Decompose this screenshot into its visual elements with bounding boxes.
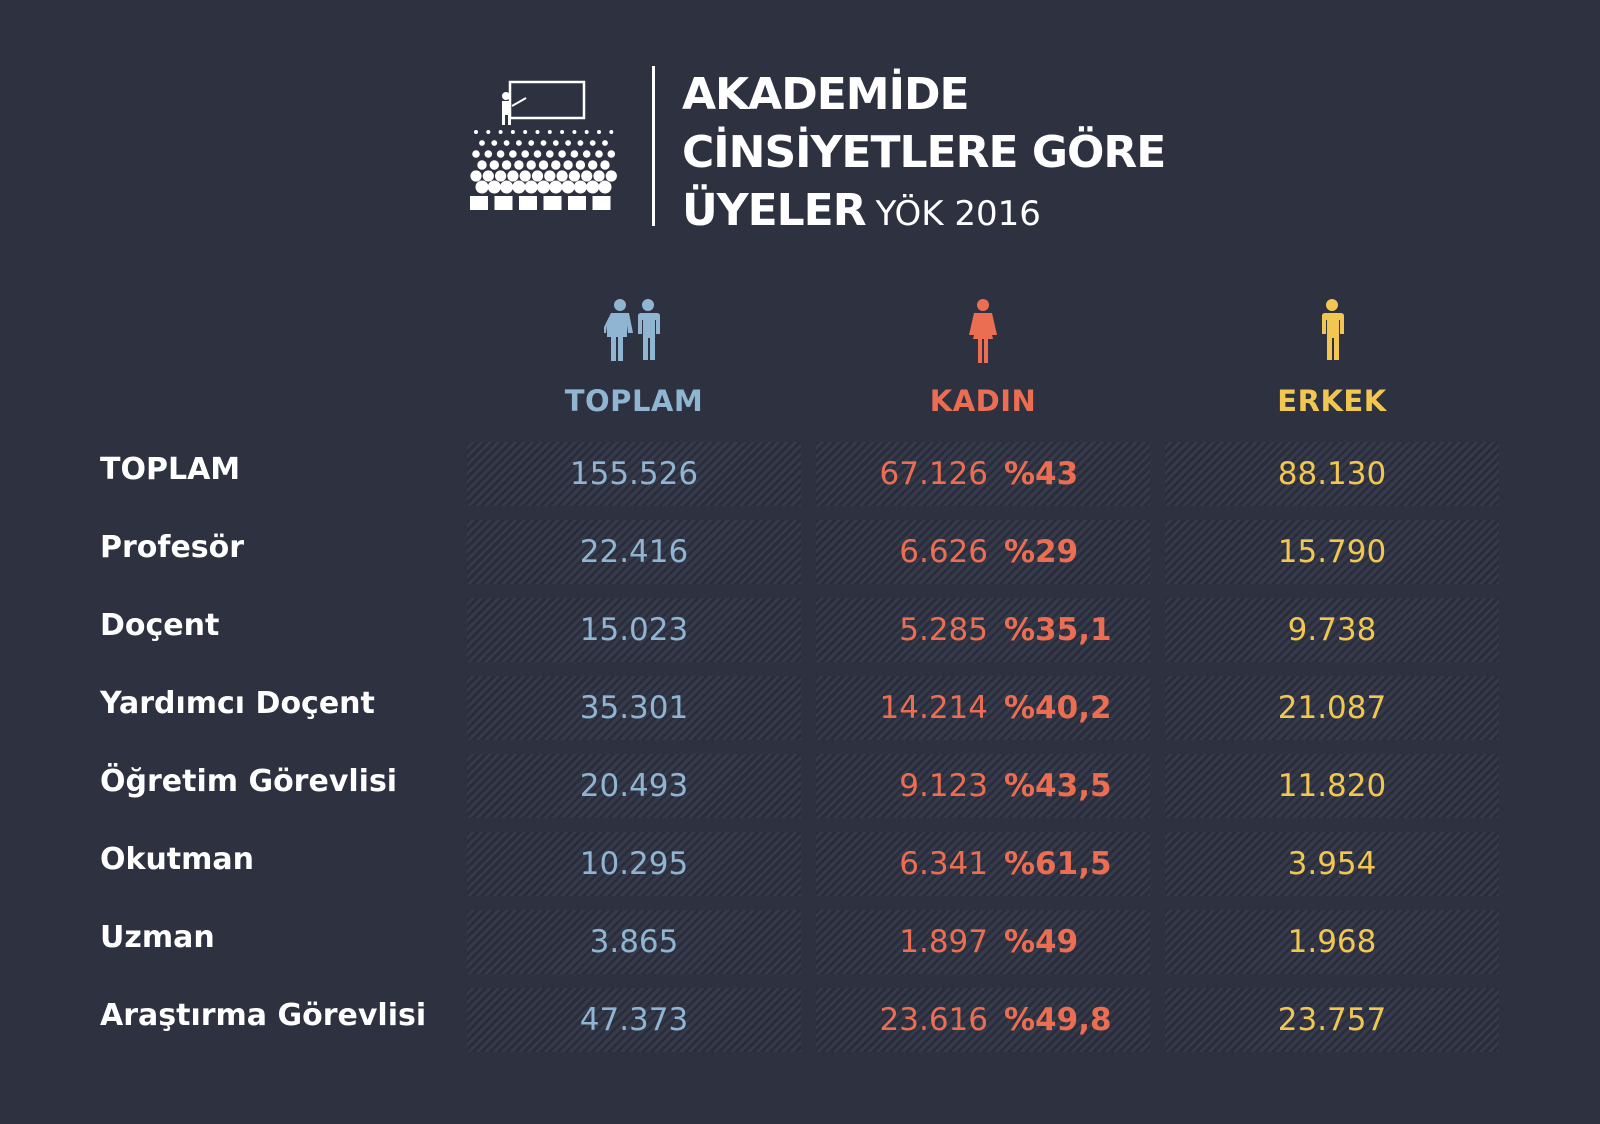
cell-erkek: 21.087 bbox=[1165, 676, 1499, 740]
value-erkek: 11.820 bbox=[1277, 768, 1387, 804]
cell-kadin: 6.341 %61,5 bbox=[816, 832, 1150, 896]
value-kadin-percent: %35,1 bbox=[1004, 612, 1112, 648]
classroom-icon bbox=[470, 80, 617, 210]
value-erkek: 21.087 bbox=[1277, 690, 1387, 726]
cell-erkek: 15.790 bbox=[1165, 520, 1499, 584]
value-total: 20.493 bbox=[579, 768, 689, 804]
value-kadin: 67.126 bbox=[879, 456, 988, 492]
value-kadin: 1.897 bbox=[899, 924, 988, 960]
cell-total: 47.373 bbox=[467, 988, 801, 1052]
value-erkek: 1.968 bbox=[1287, 924, 1377, 960]
row-label: Uzman bbox=[100, 920, 215, 955]
value-total: 10.295 bbox=[579, 846, 689, 882]
value-kadin: 23.616 bbox=[879, 1002, 988, 1038]
column-header-kadin: KADIN bbox=[816, 296, 1150, 418]
cell-kadin: 1.897 %49 bbox=[816, 910, 1150, 974]
row-label: Profesör bbox=[100, 530, 245, 565]
column-label-kadin: KADIN bbox=[929, 384, 1037, 418]
cell-erkek: 11.820 bbox=[1165, 754, 1499, 818]
value-total: 3.865 bbox=[589, 924, 679, 960]
column-header-total: TOPLAM bbox=[467, 296, 801, 418]
cell-total: 155.526 bbox=[467, 442, 801, 506]
column-header-erkek: ERKEK bbox=[1165, 296, 1499, 418]
row-label: Yardımcı Doçent bbox=[100, 686, 375, 721]
cell-total: 3.865 bbox=[467, 910, 801, 974]
value-erkek: 23.757 bbox=[1277, 1002, 1387, 1038]
title-line-3: ÜYELER bbox=[682, 185, 867, 236]
page-title: AKADEMİDE CİNSİYETLERE GÖRE ÜYELER YÖK 20… bbox=[682, 66, 1166, 243]
value-kadin-percent: %43 bbox=[1004, 456, 1079, 492]
value-erkek: 3.954 bbox=[1287, 846, 1377, 882]
cell-kadin: 9.123 %43,5 bbox=[816, 754, 1150, 818]
column-label-erkek: ERKEK bbox=[1277, 384, 1387, 418]
cell-kadin: 67.126 %43 bbox=[816, 442, 1150, 506]
cell-kadin: 23.616 %49,8 bbox=[816, 988, 1150, 1052]
row-label: Araştırma Görevlisi bbox=[100, 998, 427, 1033]
row-label: TOPLAM bbox=[100, 452, 241, 487]
value-total: 22.416 bbox=[579, 534, 689, 570]
title-subtitle: YÖK 2016 bbox=[875, 194, 1041, 234]
title-divider bbox=[652, 66, 655, 226]
value-kadin-percent: %61,5 bbox=[1004, 846, 1112, 882]
woman-icon bbox=[969, 299, 997, 363]
value-total: 155.526 bbox=[569, 456, 699, 492]
value-total: 47.373 bbox=[579, 1002, 689, 1038]
value-kadin-percent: %49,8 bbox=[1004, 1002, 1112, 1038]
row-label: Okutman bbox=[100, 842, 255, 877]
value-erkek: 15.790 bbox=[1277, 534, 1387, 570]
column-label-total: TOPLAM bbox=[564, 384, 704, 418]
value-kadin: 9.123 bbox=[899, 768, 988, 804]
value-kadin-percent: %43,5 bbox=[1004, 768, 1112, 804]
cell-erkek: 1.968 bbox=[1165, 910, 1499, 974]
value-erkek: 9.738 bbox=[1287, 612, 1377, 648]
value-kadin-percent: %29 bbox=[1004, 534, 1079, 570]
value-kadin-percent: %49 bbox=[1004, 924, 1079, 960]
title-line-2: CİNSİYETLERE GÖRE bbox=[682, 127, 1166, 178]
cell-erkek: 9.738 bbox=[1165, 598, 1499, 662]
value-kadin-percent: %40,2 bbox=[1004, 690, 1112, 726]
row-label: Doçent bbox=[100, 608, 220, 643]
cell-erkek: 88.130 bbox=[1165, 442, 1499, 506]
cell-kadin: 6.626 %29 bbox=[816, 520, 1150, 584]
value-total: 15.023 bbox=[579, 612, 689, 648]
cell-kadin: 14.214 %40,2 bbox=[816, 676, 1150, 740]
cell-total: 10.295 bbox=[467, 832, 801, 896]
cell-kadin: 5.285 %35,1 bbox=[816, 598, 1150, 662]
row-label: Öğretim Görevlisi bbox=[100, 764, 398, 799]
title-line-1: AKADEMİDE bbox=[682, 69, 970, 120]
couple-icon bbox=[601, 299, 660, 361]
value-kadin: 14.214 bbox=[879, 690, 988, 726]
value-erkek: 88.130 bbox=[1277, 456, 1387, 492]
cell-total: 35.301 bbox=[467, 676, 801, 740]
cell-total: 20.493 bbox=[467, 754, 801, 818]
value-kadin: 6.341 bbox=[899, 846, 988, 882]
cell-total: 15.023 bbox=[467, 598, 801, 662]
header: AKADEMİDE CİNSİYETLERE GÖRE ÜYELER YÖK 20… bbox=[0, 0, 1600, 260]
man-icon bbox=[1322, 299, 1344, 360]
value-kadin: 6.626 bbox=[899, 534, 988, 570]
value-total: 35.301 bbox=[579, 690, 689, 726]
value-kadin: 5.285 bbox=[899, 612, 988, 648]
cell-total: 22.416 bbox=[467, 520, 801, 584]
cell-erkek: 3.954 bbox=[1165, 832, 1499, 896]
cell-erkek: 23.757 bbox=[1165, 988, 1499, 1052]
